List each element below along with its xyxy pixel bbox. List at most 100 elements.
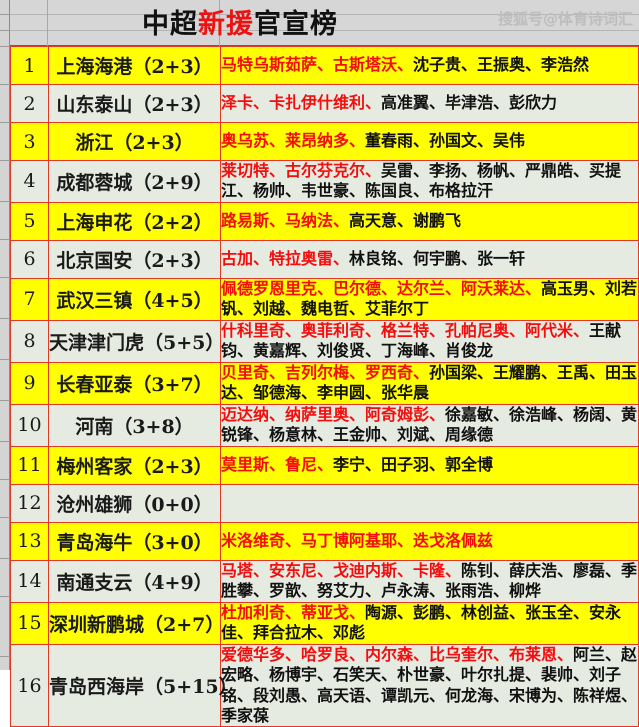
cell-signings[interactable]: 佩德罗恩里克、巴尔德、达尔兰、阿沃莱达、高玉男、刘若钒、刘越、魏电哲、艾菲尔丁 — [220, 277, 639, 321]
title-accent: 新援 — [198, 9, 254, 40]
title-prefix: 中超 — [142, 9, 198, 40]
cell-signings[interactable]: 古加、特拉奥雷、林良铭、何宇鹏、张一轩 — [220, 239, 639, 279]
foreign-signings: 爱德华多、哈罗良、内尔森、比乌奎尔、布莱恩、 — [221, 644, 574, 664]
table-row: 10 河南（3+8） 迈达纳、纳萨里奥、阿奇姆彭、徐嘉敏、徐浩峰、杨阔、黄锐锋、杨意… — [10, 403, 639, 447]
table-row: 14 南通支云（4+9） 马塔、安东尼、戈迪内斯、卡隆、陈钊、薛庆浩、廖磊、季胜攀、… — [10, 559, 639, 603]
gutter-tick — [0, 160, 10, 161]
table-row: 2 山东泰山（2+3） 泽卡、卡扎伊什维利、高准翼、毕津浩、彭欣力 — [10, 84, 639, 123]
gutter-tick — [0, 400, 10, 401]
cell-signings[interactable]: 米洛维奇、马丁博阿基耶、迭戈洛佩兹 — [220, 521, 639, 561]
cell-rank[interactable]: 13 — [10, 521, 49, 561]
cell-rank[interactable]: 2 — [10, 84, 49, 123]
cell-signings[interactable]: 贝里奇、吉列尔梅、罗西奇、孙国梁、王耀鹏、王禹、田玉达、邹德海、李申圆、张华晨 — [220, 361, 639, 405]
cell-rank[interactable]: 8 — [10, 319, 49, 363]
domestic-signings: 沈子贵、王振奥、李浩然 — [413, 55, 590, 75]
foreign-signings: 路易斯、马纳法、 — [221, 211, 350, 231]
domestic-signings: 高玉男、刘若钒、刘越、魏电哲、艾菲尔丁 — [221, 278, 638, 319]
cell-team[interactable]: 武汉三镇（4+5） — [48, 277, 221, 321]
domestic-signings: 高天意、谢鹏飞 — [349, 211, 462, 231]
foreign-signings: 迈达纳、纳萨里奥、阿奇姆彭、 — [221, 404, 446, 424]
table-row: 11 梅州客家（2+3） 莫里斯、鲁尼、李宁、田子羽、郭全博 — [10, 445, 639, 485]
cell-signings[interactable]: 莱切特、古尔芬克尔、吴雷、李扬、杨帆、严鼎皓、买提江、杨帅、韦世豪、陈国良、布格… — [220, 160, 639, 203]
table-row: 12 沧州雄狮（0+0） — [10, 483, 639, 523]
cell-team[interactable]: 沧州雄狮（0+0） — [48, 483, 221, 523]
foreign-signings: 奥乌苏、莱昂纳多、 — [221, 131, 366, 151]
gutter-tick — [0, 318, 10, 319]
cell-rank[interactable]: 6 — [10, 239, 49, 279]
cell-signings[interactable]: 什科里奇、奥菲利奇、格兰特、孔帕尼奥、阿代米、王献钧、黄嘉辉、刘俊贤、丁海峰、肖… — [220, 319, 639, 363]
gutter-tick — [0, 14, 10, 15]
foreign-signings: 什科里奇、奥菲利奇、格兰特、孔帕尼奥、阿代米、 — [221, 320, 590, 340]
foreign-signings: 莱切特、古尔芬克尔、 — [221, 161, 382, 180]
table-row: 3 浙江（2+3） 奥乌苏、莱昂纳多、董春雨、孙国文、吴伟 — [10, 122, 639, 161]
cell-team[interactable]: 天津津门虎（5+5） — [48, 319, 224, 363]
cell-team[interactable]: 上海申花（2+2） — [48, 201, 221, 241]
cell-team[interactable]: 青岛海牛（3+0） — [48, 521, 221, 561]
source-watermark: 搜狐号@体育诗词汇 — [497, 10, 633, 28]
cell-signings[interactable]: 泽卡、卡扎伊什维利、高准翼、毕津浩、彭欣力 — [220, 84, 639, 123]
foreign-signings: 泽卡、卡扎伊什维利、 — [221, 93, 382, 113]
grid-colsplit — [219, 0, 220, 46]
domestic-signings: 董春雨、孙国文、吴伟 — [365, 131, 526, 151]
domestic-signings: 陶源、彭鹏、林创益、张玉全、安永佳、拜合拉木、邓彪 — [221, 602, 622, 643]
cell-team[interactable]: 山东泰山（2+3） — [48, 84, 221, 123]
cell-signings[interactable]: 爱德华多、哈罗良、内尔森、比乌奎尔、布莱恩、阿兰、赵宏略、杨博宇、石笑天、朴世豪… — [220, 643, 639, 727]
cell-signings[interactable]: 路易斯、马纳法、高天意、谢鹏飞 — [220, 201, 639, 241]
table-body: 1 上海海港（2+3） 马特乌斯茹萨、古斯塔沃、沈子贵、王振奥、李浩然 2 山东泰山（2… — [10, 46, 639, 727]
cell-team[interactable]: 浙江（2+3） — [48, 122, 221, 161]
cell-rank[interactable]: 12 — [10, 483, 49, 523]
cell-rank[interactable]: 14 — [10, 559, 49, 603]
gutter-tick — [0, 201, 10, 202]
cell-signings[interactable] — [220, 483, 639, 523]
cell-rank[interactable]: 16 — [10, 643, 49, 727]
gutter-tick — [0, 441, 10, 442]
grid-rowline — [10, 14, 639, 15]
cell-signings[interactable]: 马特乌斯茹萨、古斯塔沃、沈子贵、王振奥、李浩然 — [220, 46, 639, 85]
table-row: 8 天津津门虎（5+5） 什科里奇、奥菲利奇、格兰特、孔帕尼奥、阿代米、王献钧、黄嘉… — [10, 319, 639, 363]
cell-rank[interactable]: 3 — [10, 122, 49, 161]
cell-signings[interactable]: 杜加利奇、蒂亚戈、陶源、彭鹏、林创益、张玉全、安永佳、拜合拉木、邓彪 — [220, 601, 639, 645]
title-suffix: 官宣榜 — [254, 9, 338, 40]
domestic-signings: 高准翼、毕津浩、彭欣力 — [381, 93, 558, 113]
domestic-signings: 吴雷、李扬、杨帆、严鼎皓、买提江、杨帅、韦世豪、陈国良、布格拉汗 — [221, 161, 622, 201]
table-row: 13 青岛海牛（3+0） 米洛维奇、马丁博阿基耶、迭戈洛佩兹 — [10, 521, 639, 561]
cell-team[interactable]: 河南（3+8） — [48, 403, 221, 447]
grid-rowline — [10, 30, 639, 31]
cell-team[interactable]: 北京国安（2+3） — [48, 239, 221, 279]
gutter-tick — [0, 84, 10, 85]
cell-rank[interactable]: 15 — [10, 601, 49, 645]
foreign-signings: 米洛维奇、马丁博阿基耶、迭戈洛佩兹 — [221, 530, 494, 550]
cell-rank[interactable]: 7 — [10, 277, 49, 321]
gutter-tick — [0, 277, 10, 278]
cell-signings[interactable]: 莫里斯、鲁尼、李宁、田子羽、郭全博 — [220, 445, 639, 485]
gutter-tick — [0, 46, 10, 47]
cell-team[interactable]: 南通支云（4+9） — [48, 559, 221, 603]
foreign-signings: 贝里奇、吉列尔梅、罗西奇、 — [221, 362, 430, 382]
table-row: 1 上海海港（2+3） 马特乌斯茹萨、古斯塔沃、沈子贵、王振奥、李浩然 — [10, 46, 639, 85]
domestic-signings: 孙国梁、王耀鹏、王禹、田玉达、邹德海、李申圆、张华晨 — [221, 362, 638, 403]
cell-team[interactable]: 青岛西海岸（5+15） — [48, 643, 238, 727]
gutter-tick — [0, 596, 10, 597]
title-band — [10, 0, 639, 46]
cell-team[interactable]: 梅州客家（2+3） — [48, 445, 221, 485]
foreign-signings: 莫里斯、鲁尼、 — [221, 454, 334, 474]
cell-rank[interactable]: 4 — [10, 160, 49, 203]
table-row: 4 成都蓉城（2+9） 莱切特、古尔芬克尔、吴雷、李扬、杨帆、严鼎皓、买提江、杨帅、… — [10, 160, 639, 203]
cell-signings[interactable]: 马塔、安东尼、戈迪内斯、卡隆、陈钊、薛庆浩、廖磊、季胜攀、罗歆、努艾力、卢永涛、… — [220, 559, 639, 603]
foreign-signings: 古加、特拉奥雷、 — [221, 249, 350, 269]
cell-rank[interactable]: 10 — [10, 403, 49, 447]
cell-signings[interactable]: 迈达纳、纳萨里奥、阿奇姆彭、徐嘉敏、徐浩峰、杨阔、黄锐锋、杨意林、王金帅、刘斌、… — [220, 403, 639, 447]
cell-rank[interactable]: 5 — [10, 201, 49, 241]
domestic-signings: 徐嘉敏、徐浩峰、杨阔、黄锐锋、杨意林、王金帅、刘斌、周缘德 — [221, 404, 638, 445]
gutter-tick — [0, 517, 10, 518]
cell-team[interactable]: 成都蓉城（2+9） — [48, 160, 221, 203]
cell-rank[interactable]: 11 — [10, 445, 49, 485]
row-header-gutter[interactable] — [0, 0, 10, 670]
cell-team[interactable]: 深圳新鹏城（2+7） — [48, 601, 224, 645]
gutter-tick — [0, 656, 10, 657]
cell-signings[interactable]: 奥乌苏、莱昂纳多、董春雨、孙国文、吴伟 — [220, 122, 639, 161]
cell-team[interactable]: 长春亚泰（3+7） — [48, 361, 221, 405]
cell-rank[interactable]: 9 — [10, 361, 49, 405]
cell-rank[interactable]: 1 — [10, 46, 49, 85]
cell-team[interactable]: 上海海港（2+3） — [48, 46, 221, 85]
